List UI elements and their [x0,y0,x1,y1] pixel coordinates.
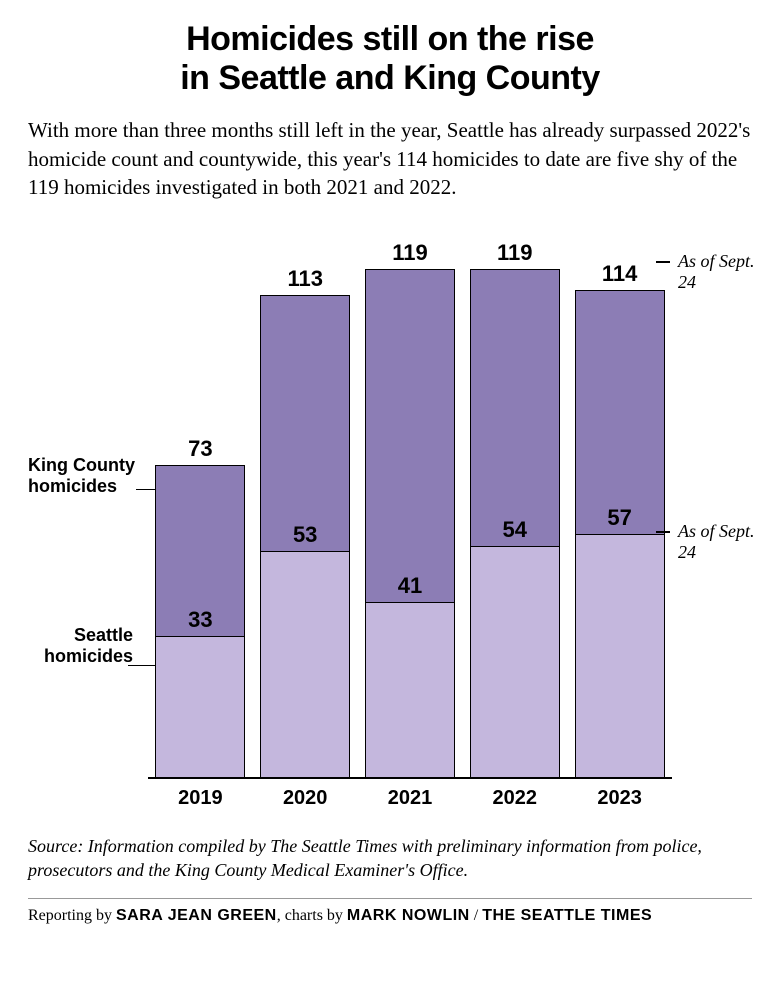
king-county-bar: 11457 [575,290,665,777]
annotation-top-text: As of Sept. 24 [678,251,755,292]
seattle-label-line2: homicides [44,646,133,666]
seattle-value-label: 33 [156,607,244,633]
king-county-bar: 7333 [155,465,245,777]
seattle-value-label: 41 [366,573,454,599]
credit-reporter: SARA JEAN GREEN [116,907,277,924]
bar-group: 119412021 [365,269,455,777]
credit-charts-prefix: , charts by [277,907,347,924]
seattle-bar: 33 [156,636,244,777]
credit-line: Reporting by SARA JEAN GREEN, charts by … [28,898,752,925]
king-county-value-label: 119 [366,240,454,266]
bar-group: 119542022 [470,269,560,777]
chart-title: Homicides still on the rise in Seattle a… [28,20,752,98]
annotation-bottom-text: As of Sept. 24 [678,521,755,562]
annotation-bottom-dash [656,531,670,533]
bar-chart: 7333201911353202011941202111954202211457… [148,229,672,779]
king-county-value-label: 73 [156,436,244,462]
seattle-value-label: 53 [261,522,349,548]
seattle-value-label: 54 [471,517,559,543]
seattle-value-label: 57 [576,505,664,531]
credit-chartist: MARK NOWLIN [347,907,470,924]
x-axis-year-label: 2021 [365,787,455,810]
title-line-1: Homicides still on the rise [186,20,594,58]
source-text: Source: Information compiled by The Seat… [28,835,752,882]
king-county-label: King County homicides [28,455,143,496]
king-county-bar: 11954 [470,269,560,777]
annotation-top-dash [656,261,670,263]
annotation-top: As of Sept. 24 [678,251,756,292]
seattle-bar: 54 [471,546,559,777]
king-county-bar: 11353 [260,295,350,777]
chart-container: King County homicides Seattle homicides … [28,229,752,819]
x-axis-year-label: 2020 [260,787,350,810]
chart-subtitle: With more than three months still left i… [28,116,752,201]
credit-outlet-prefix: / [470,907,482,924]
bar-group: 113532020 [260,295,350,777]
seattle-bar: 57 [576,534,664,777]
bar-group: 73332019 [155,465,245,777]
king-county-label-line2: homicides [28,476,117,496]
king-county-value-label: 119 [471,240,559,266]
king-county-bar: 11941 [365,269,455,777]
seattle-label: Seattle homicides [28,625,143,666]
credit-reporting-prefix: Reporting by [28,907,116,924]
seattle-label-line1: Seattle [74,625,133,645]
king-county-value-label: 113 [261,266,349,292]
x-axis-year-label: 2019 [155,787,245,810]
king-county-value-label: 114 [576,261,664,287]
x-axis-year-label: 2023 [575,787,665,810]
annotation-bottom: As of Sept. 24 [678,521,756,562]
x-axis-year-label: 2022 [470,787,560,810]
credit-outlet: THE SEATTLE TIMES [482,907,652,924]
title-line-2: in Seattle and King County [180,59,600,97]
bar-group: 114572023 [575,290,665,777]
king-county-label-line1: King County [28,455,135,475]
seattle-bar: 53 [261,551,349,777]
seattle-bar: 41 [366,602,454,777]
